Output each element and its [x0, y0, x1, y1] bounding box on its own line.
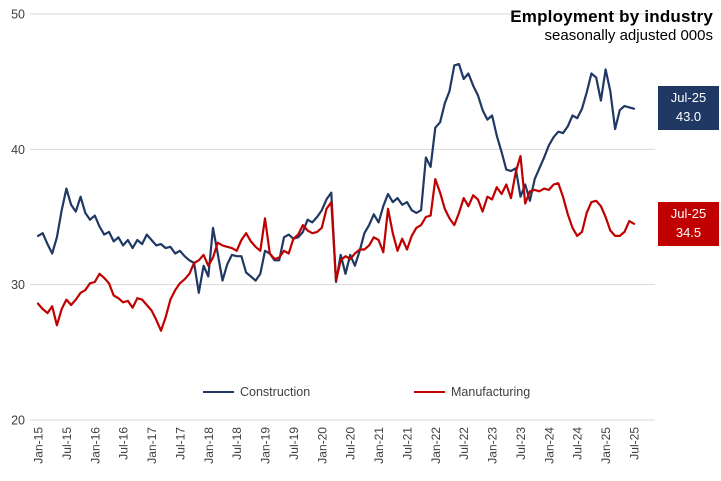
y-axis-tick-label: 40: [11, 143, 25, 157]
x-axis-tick-label: Jan-24: [542, 427, 556, 464]
manufacturing-callout-period: Jul-25: [670, 206, 707, 221]
x-axis-tick-label: Jul-20: [344, 427, 358, 460]
y-axis-tick-label: 50: [11, 8, 25, 22]
x-axis-tick-label: Jul-19: [287, 427, 301, 460]
legend-label-construction: Construction: [240, 385, 311, 399]
legend-label-manufacturing: Manufacturing: [451, 385, 531, 399]
x-axis-tick-label: Jul-18: [230, 427, 244, 460]
x-axis-tick-label: Jan-19: [259, 427, 273, 464]
manufacturing-last-point-callout: Jul-25 34.5: [658, 202, 719, 246]
legend-item-manufacturing: Manufacturing: [414, 385, 530, 399]
construction-line: [36, 62, 636, 294]
x-axis-tick-label: Jul-16: [117, 427, 131, 460]
x-axis-tick-label: Jan-25: [599, 427, 613, 464]
manufacturing-callout-value: 34.5: [675, 224, 702, 240]
x-axis-tick-label: Jul-15: [60, 427, 74, 460]
manufacturing-line-swatch: [414, 391, 445, 393]
manufacturing-line: [36, 155, 636, 332]
construction-callout-period: Jul-25: [670, 90, 707, 105]
y-axis-tick-label: 30: [11, 278, 25, 292]
x-axis-tick-label: Jan-15: [32, 427, 46, 464]
legend-item-construction: Construction: [203, 385, 310, 399]
x-axis-tick-label: Jul-25: [628, 427, 642, 460]
x-axis-tick-label: Jul-21: [400, 427, 414, 460]
x-axis-tick-label: Jan-20: [315, 427, 329, 464]
x-axis-tick-label: Jan-22: [429, 427, 443, 464]
x-axis-tick-label: Jul-17: [173, 427, 187, 460]
x-axis-tick-label: Jan-17: [145, 427, 159, 464]
chart-title: Employment by industry: [510, 7, 713, 26]
chart-header: Employment by industry seasonally adjust…: [510, 6, 713, 46]
x-axis-tick-label: Jan-18: [202, 427, 216, 464]
x-axis-tick-label: Jan-23: [486, 427, 500, 464]
x-axis-tick-label: Jul-24: [571, 427, 585, 460]
construction-callout-value: 43.0: [675, 108, 702, 124]
x-axis-tick-label: Jul-23: [514, 427, 528, 460]
construction-last-point-callout: Jul-25 43.0: [658, 86, 719, 130]
x-axis-tick-label: Jan-16: [88, 427, 102, 464]
construction-line-swatch: [203, 391, 234, 393]
x-axis-tick-label: Jan-21: [372, 427, 386, 464]
chart-subtitle: seasonally adjusted 000s: [544, 27, 713, 45]
x-axis-tick-label: Jul-22: [457, 427, 471, 460]
y-axis-tick-label: 20: [11, 414, 25, 428]
